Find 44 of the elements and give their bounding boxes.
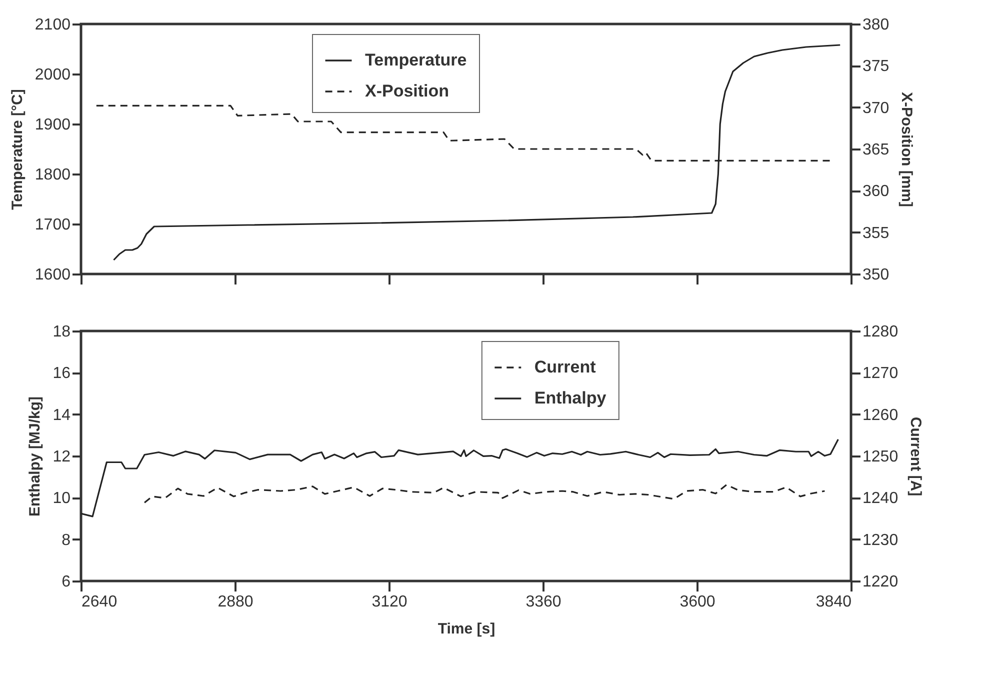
y2-tick-label: 365 <box>862 142 890 158</box>
legend-label: X-Position <box>365 82 450 100</box>
y-tick-label: 6 <box>62 574 71 590</box>
x-axis-title: Time [s] <box>438 620 496 638</box>
y2-tick-label: 1230 <box>862 532 898 549</box>
y2-tick-label: 360 <box>862 183 890 200</box>
y-tick-label: 14 <box>52 406 71 424</box>
legend-label: Temperature <box>365 50 467 70</box>
y2-tick-label: 1250 <box>862 448 898 466</box>
x-tick-label: 3840 <box>816 594 852 610</box>
x-tick-label: 3360 <box>526 594 562 610</box>
y2-tick-label: 350 <box>862 266 890 284</box>
y-tick-label: 1600 <box>34 266 71 284</box>
line-series <box>81 438 839 518</box>
y-tick-label: 10 <box>52 490 71 508</box>
y-tick-label: 18 <box>52 324 71 340</box>
x-tick-label: 2880 <box>218 594 254 610</box>
y-axis-title: Temperature [°C] <box>8 89 26 210</box>
y2-tick-label: 370 <box>862 100 890 117</box>
y2-axis-title: X-Position [mm] <box>898 92 916 207</box>
y-tick-label: 16 <box>52 365 71 382</box>
y-tick-label: 1700 <box>34 216 71 234</box>
legend-label: Enthalpy <box>534 388 607 408</box>
y2-tick-label: 1240 <box>862 490 898 508</box>
x-tick-label: 3120 <box>372 594 408 610</box>
y-axis-title: Enthalpy [MJ/kg] <box>26 396 44 517</box>
y2-tick-label: 355 <box>862 224 890 242</box>
y-tick-label: 2100 <box>34 16 71 34</box>
y2-tick-label: 1270 <box>862 365 898 382</box>
y-tick-label: 8 <box>62 532 71 549</box>
y-tick-label: 12 <box>52 448 71 466</box>
y2-tick-label: 1280 <box>862 324 898 340</box>
y2-tick-label: 1260 <box>862 406 898 424</box>
y-tick-label: 1900 <box>34 116 71 134</box>
line-series <box>144 484 826 504</box>
x-tick-label: 3600 <box>680 594 716 610</box>
y2-tick-label: 1220 <box>862 574 898 590</box>
y-tick-label: 1800 <box>34 166 71 184</box>
x-tick-label: 2640 <box>82 594 118 610</box>
y-tick-label: 2000 <box>34 66 71 84</box>
y2-axis-title: Current [A] <box>907 416 924 496</box>
y2-tick-label: 375 <box>862 58 890 76</box>
y2-tick-label: 380 <box>862 16 890 34</box>
legend-label: Current <box>534 358 596 376</box>
